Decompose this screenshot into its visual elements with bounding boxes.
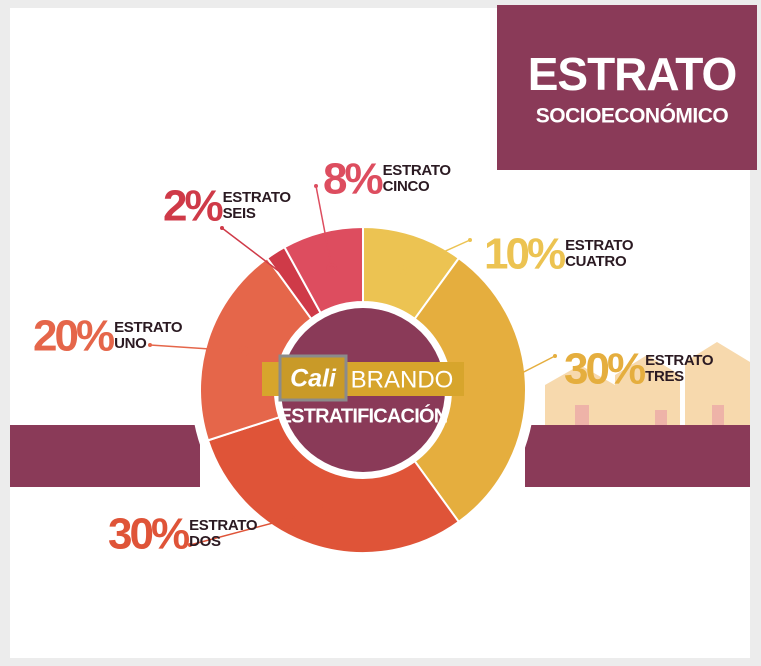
category-label: ESTRATO CUATRO [565,237,634,270]
category-label: ESTRATO TRES [645,352,714,385]
leader-dot [326,263,338,274]
category-label: ESTRATO SEIS [222,189,291,222]
leader-line [221,227,297,285]
chart-subtitle: SOCIOECONÓMICO [536,104,729,128]
houses [545,342,750,425]
band-right [525,425,750,487]
leader-dot [483,384,494,396]
value-label: 20% [33,312,114,361]
value-label: 30% [564,345,645,394]
leader-dot [290,278,302,290]
leader-end [468,238,472,242]
leader-dot [318,504,330,515]
chart-title: ESTRATO [528,48,737,100]
leader-dot [396,265,408,276]
leader-end [314,184,318,188]
value-label: 2% [163,182,222,231]
value-label: 10% [484,230,565,279]
leader-end [148,343,152,347]
logo-box [278,354,348,402]
leader-line [149,344,244,352]
logo-script: Cali [290,365,337,393]
center-text: ESTRATIFICACIÓN [279,403,448,427]
leader-end [188,543,192,547]
logo-word: BRANDO [351,366,454,393]
leader-line [189,508,325,546]
leader-end [553,354,557,358]
leader-line [401,239,471,272]
title-box [497,5,757,170]
category-label: ESTRATO UNO [114,319,183,352]
leader-dot [238,345,249,357]
value-label: 8% [323,155,382,204]
leader-end [220,226,224,230]
value-label: 30% [108,510,189,559]
category-label: ESTRATO DOS [189,517,258,550]
category-label: ESTRATO CINCO [382,162,451,195]
band-left [10,425,200,487]
leader-line [488,355,556,391]
leader-line [315,185,333,269]
